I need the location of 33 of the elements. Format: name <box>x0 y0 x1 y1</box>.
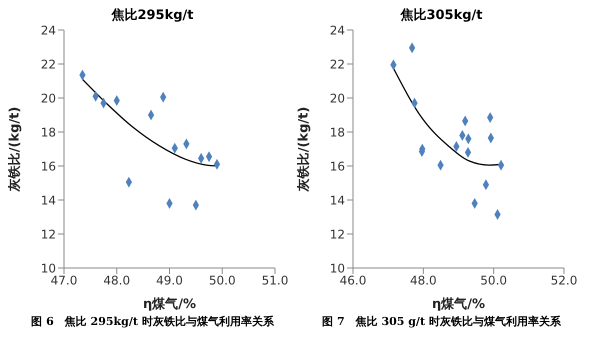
y-axis-title: 灰铁比/(kg/t) <box>8 106 23 192</box>
y-tick-label: 20 <box>330 91 345 106</box>
y-tick-label: 18 <box>330 125 345 140</box>
y-tick-label: 22 <box>330 57 345 72</box>
y-tick-label: 12 <box>330 227 345 242</box>
y-tick-label: 20 <box>40 91 56 106</box>
x-tick-label: 50.0 <box>208 274 236 288</box>
x-tick-label: 50.0 <box>480 274 508 288</box>
x-tick-label: 47.0 <box>50 274 78 288</box>
x-tick-label: 52.0 <box>550 274 578 288</box>
chart-title: 焦比305kg/t <box>399 8 484 24</box>
x-axis-title: η煤气/% <box>142 297 196 312</box>
y-tick-label: 14 <box>40 193 56 208</box>
x-tick-label: 49.0 <box>156 274 183 288</box>
y-tick-label: 18 <box>40 125 56 140</box>
y-tick-label: 16 <box>40 159 56 174</box>
caption: 图 7 焦比 305 g/t 时灰铁比与煤气利用率关系 <box>321 314 562 329</box>
x-tick-label: 51.0 <box>262 274 288 288</box>
y-tick-label: 10 <box>330 261 345 276</box>
y-tick-label: 10 <box>40 261 56 276</box>
x-tick-label: 48.0 <box>103 274 130 288</box>
caption: 图 6 焦比 295kg/t 时灰铁比与煤气利用率关系 <box>30 314 275 329</box>
chart-title: 焦比295kg/t <box>110 8 195 24</box>
y-tick-label: 16 <box>330 159 345 174</box>
y-tick-label: 12 <box>40 227 56 242</box>
x-tick-label: 48.0 <box>410 274 437 288</box>
x-axis-title: η煤气/% <box>432 297 486 312</box>
y-tick-label: 22 <box>40 57 56 72</box>
x-tick-label: 46.0 <box>340 274 366 288</box>
y-tick-label: 14 <box>330 193 345 208</box>
y-tick-label: 24 <box>40 23 56 38</box>
y-tick-label: 24 <box>330 23 345 38</box>
y-axis-title: 灰铁比/(kg/t) <box>296 106 312 192</box>
